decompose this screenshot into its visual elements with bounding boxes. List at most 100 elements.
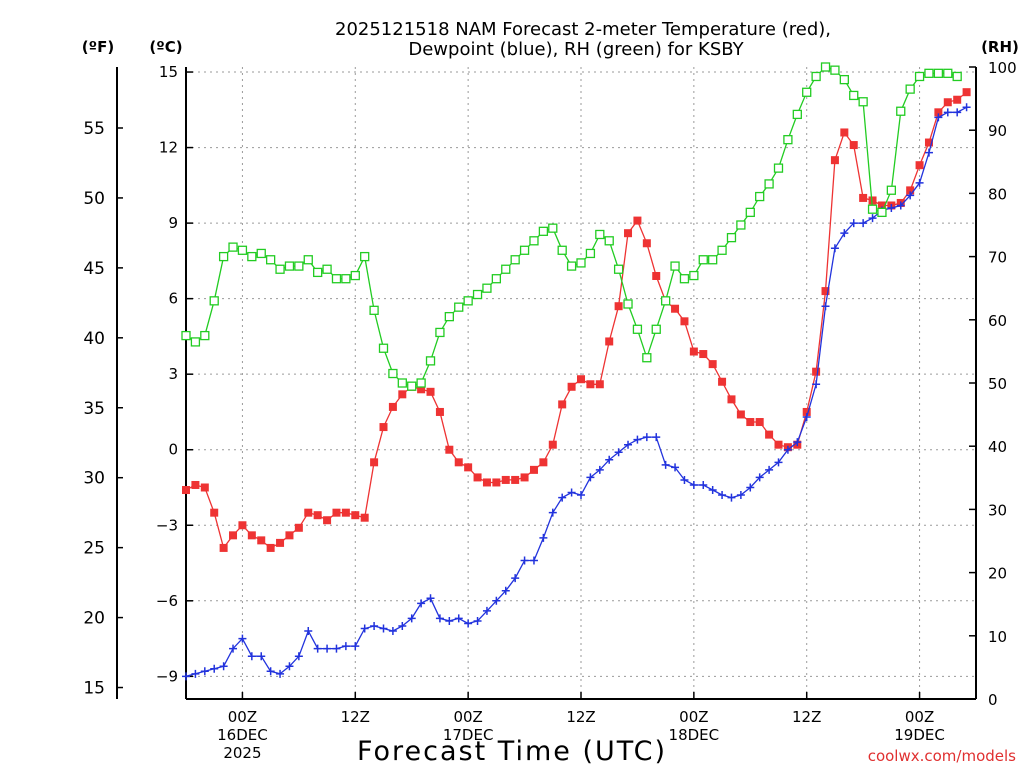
rh-tick-label: 90 (988, 122, 1007, 140)
rh-point (218, 251, 229, 262)
temperature-point (454, 458, 463, 467)
rh-tick-label: 40 (988, 438, 1007, 456)
temperature-point (614, 302, 623, 311)
rh-point (830, 65, 840, 75)
dewpoint-point (257, 652, 266, 661)
celsius-tick-label: 12 (159, 139, 178, 157)
rh-point (943, 68, 953, 78)
dewpoint-point (915, 178, 924, 187)
temperature-point (464, 463, 473, 472)
temperature-point (708, 360, 717, 369)
temperature-point (323, 516, 332, 525)
rh-point (914, 71, 925, 82)
dewpoint-point (774, 458, 783, 467)
temperature-point (247, 531, 256, 540)
chart-title-line1: 2025121518 NAM Forecast 2-meter Temperat… (335, 19, 831, 40)
rh-point (679, 274, 690, 284)
dewpoint-point (962, 103, 971, 112)
rh-point (726, 232, 737, 243)
rh-point (566, 261, 577, 271)
temperature-point (765, 430, 774, 439)
dewpoint-point (294, 652, 303, 661)
temperature-point (652, 271, 661, 280)
rh-point (858, 97, 868, 107)
rh-point (247, 251, 257, 262)
dewpoint-point (492, 596, 501, 605)
temperature-point (351, 511, 360, 520)
celsius-tick-label: 3 (168, 365, 178, 383)
x-tick-label: 19DEC (894, 726, 945, 744)
rh-point (388, 368, 398, 379)
dewpoint-point (247, 652, 256, 661)
temperature-point (191, 480, 200, 489)
x-tick-label: 12Z (792, 708, 821, 726)
rh-point (369, 305, 379, 315)
dewpoint-point (200, 667, 209, 676)
temperature-point (774, 440, 783, 449)
dewpoint-point (219, 662, 228, 671)
dewpoint-point (689, 480, 698, 489)
rh-tick-label: 10 (988, 628, 1007, 646)
x-tick-label: 12Z (566, 708, 595, 726)
celsius-tick-label: 6 (168, 290, 178, 308)
temperature-point (633, 216, 642, 225)
dewpoint-point (765, 465, 774, 474)
dewpoint-point (417, 599, 426, 608)
temperature-point (586, 380, 595, 389)
temperature-point (746, 418, 755, 427)
dewpoint-point (238, 634, 247, 643)
rh-point (350, 270, 360, 281)
temperature-point (924, 138, 933, 147)
x-tick-label: 00Z (453, 708, 482, 726)
rh-point (952, 71, 962, 82)
rh-point (613, 264, 624, 274)
temperature-point (877, 201, 886, 210)
dewpoint-point (699, 480, 708, 489)
rh-point (886, 185, 897, 195)
rh-point (360, 251, 370, 262)
x-tick-label: 00Z (679, 708, 708, 726)
chart-title-line2: Dewpoint (blue), RH (green) for KSBY (408, 39, 744, 60)
dewpoint-series (182, 103, 971, 681)
rh-point (557, 245, 567, 255)
dewpoint-point (736, 491, 745, 500)
rh-point (519, 245, 530, 255)
celsius-tick-label: 0 (168, 441, 178, 459)
dewpoint-point (934, 113, 943, 122)
dewpoint-point (567, 488, 576, 497)
temperature-point (482, 478, 491, 487)
axes (116, 66, 977, 700)
rh-point (407, 381, 417, 391)
temperature-point (624, 229, 633, 238)
dewpoint-point (229, 644, 238, 653)
dewpoint-point (182, 672, 190, 681)
rh-point (416, 378, 426, 388)
temperature-point (821, 287, 830, 296)
rh-point (576, 258, 586, 268)
rh-point (623, 299, 633, 309)
dewpoint-point (370, 621, 379, 630)
rh-point (454, 302, 464, 312)
rh-point (764, 179, 774, 189)
temperature-point (445, 445, 454, 454)
dewpoint-point (577, 491, 585, 500)
dewpoint-point (793, 438, 802, 447)
dewpoint-point (586, 473, 595, 482)
rh-point (444, 311, 454, 322)
dewpoint-point (388, 627, 397, 636)
temperature-point (210, 508, 219, 517)
temperature-point (718, 377, 727, 386)
tick-labels: 15129630−3−6−955504540353025201510090807… (83, 59, 1016, 762)
rh-point (256, 248, 266, 259)
rh-point (604, 236, 614, 246)
temperature-point (736, 410, 745, 419)
fahrenheit-tick-label: 45 (83, 259, 105, 279)
dewpoint-point (191, 669, 200, 678)
x-tick-label: 16DEC (217, 726, 268, 744)
temperature-point (294, 523, 303, 532)
celsius-tick-label: −6 (156, 592, 178, 610)
rh-point (303, 255, 313, 265)
dewpoint-point (859, 219, 868, 228)
temperature-point (605, 337, 614, 346)
temperature-point (200, 483, 209, 492)
